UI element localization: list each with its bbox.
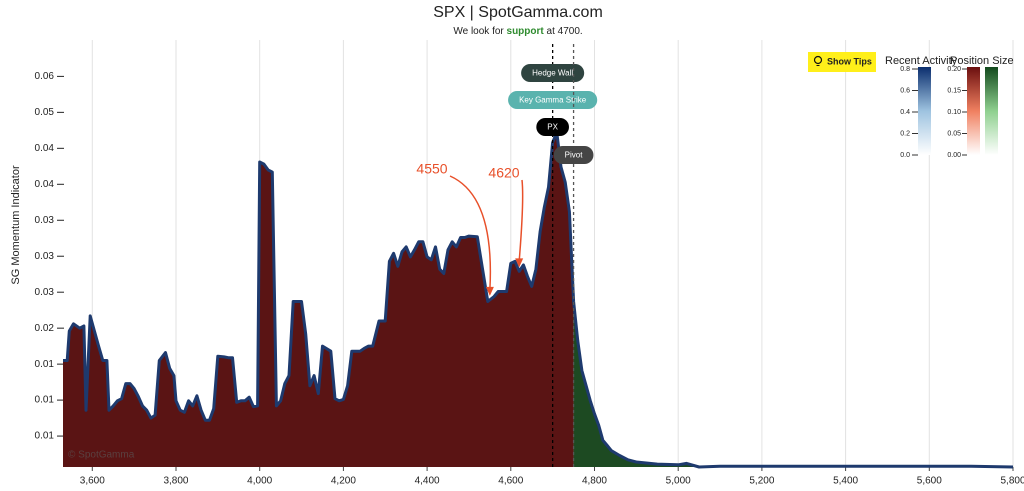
button-label[interactable]: Show Tips <box>827 56 872 66</box>
level-label: Hedge Wall <box>532 69 573 78</box>
y-tick-label: 0.01 <box>35 431 55 442</box>
bulb-icon <box>813 55 823 65</box>
x-tick-label: 4,000 <box>247 476 272 487</box>
y-tick-label: 0.06 <box>35 71 55 82</box>
y-tick-label: 0.04 <box>35 179 55 190</box>
x-tick-label: 5,000 <box>666 476 691 487</box>
x-tick-label: 4,200 <box>331 476 356 487</box>
colorbar-title: Recent Activity <box>885 55 958 67</box>
x-tick-label: 5,800 <box>1000 476 1024 487</box>
colorbar-activity <box>918 67 931 155</box>
colorbar-tick-label: 0.10 <box>947 109 961 116</box>
y-tick-label: 0.01 <box>35 359 55 370</box>
arrow-head <box>485 286 494 296</box>
x-tick-label: 5,600 <box>917 476 942 487</box>
y-axis-label: SG Momentum Indicator <box>10 165 22 285</box>
x-tick-label: 3,800 <box>163 476 188 487</box>
colorbar-tick-label: 0.00 <box>947 152 961 159</box>
colorbar-size-red <box>967 67 980 155</box>
chart-title: SPX | SpotGamma.com <box>433 4 603 21</box>
colorbar-tick-label: 0.6 <box>900 87 910 94</box>
y-tick-label: 0.03 <box>35 215 55 226</box>
y-tick-label: 0.03 <box>35 251 55 262</box>
arrow-head <box>515 258 524 268</box>
subtitle-part: support <box>507 26 545 37</box>
area-below <box>63 132 574 467</box>
colorbar-tick-label: 0.05 <box>947 130 961 137</box>
level-pill <box>521 64 585 82</box>
y-tick-label: 0.03 <box>35 287 55 298</box>
subtitle-part: at 4700. <box>544 26 583 37</box>
x-tick-label: 4,800 <box>582 476 607 487</box>
level-label: Key Gamma Strike <box>519 96 587 105</box>
level-pill <box>536 118 569 136</box>
y-tick-label: 0.05 <box>35 107 55 118</box>
colorbar-tick-label: 0.15 <box>947 87 961 94</box>
level-pill <box>553 146 594 164</box>
colorbar-tick-label: 0.4 <box>900 109 910 116</box>
watermark: © SpotGamma <box>68 450 135 461</box>
annotation-label: 4550 <box>416 161 447 177</box>
y-tick-label: 0.04 <box>35 143 55 154</box>
colorbar-title: Position Size <box>950 55 1014 67</box>
y-tick-label: 0.02 <box>35 323 55 334</box>
x-tick-label: 3,600 <box>80 476 105 487</box>
level-label: PX <box>547 123 558 132</box>
subtitle-part: We look for <box>453 26 506 37</box>
level-label: Pivot <box>565 151 584 160</box>
level-pill <box>508 91 598 109</box>
x-tick-label: 4,400 <box>415 476 440 487</box>
colorbar-tick-label: 0.0 <box>900 152 910 159</box>
show-tips-button[interactable]: Show Tips <box>808 52 876 72</box>
line <box>63 131 1014 469</box>
annotation-label: 4620 <box>488 165 519 181</box>
button-bg[interactable] <box>808 52 876 72</box>
colorbar-tick-label: 0.8 <box>900 66 910 73</box>
y-tick-label: 0.01 <box>35 395 55 406</box>
annotation-arrow <box>518 179 524 262</box>
x-tick-label: 5,200 <box>749 476 774 487</box>
x-tick-label: 4,600 <box>498 476 523 487</box>
colorbar-size-green <box>985 67 998 155</box>
x-tick-label: 5,400 <box>833 476 858 487</box>
colorbar-tick-label: 0.20 <box>947 66 961 73</box>
colorbar-tick-label: 0.2 <box>900 130 910 137</box>
annotation-arrow <box>449 175 492 290</box>
chart-subtitle: We look for support at 4700. <box>453 26 582 37</box>
